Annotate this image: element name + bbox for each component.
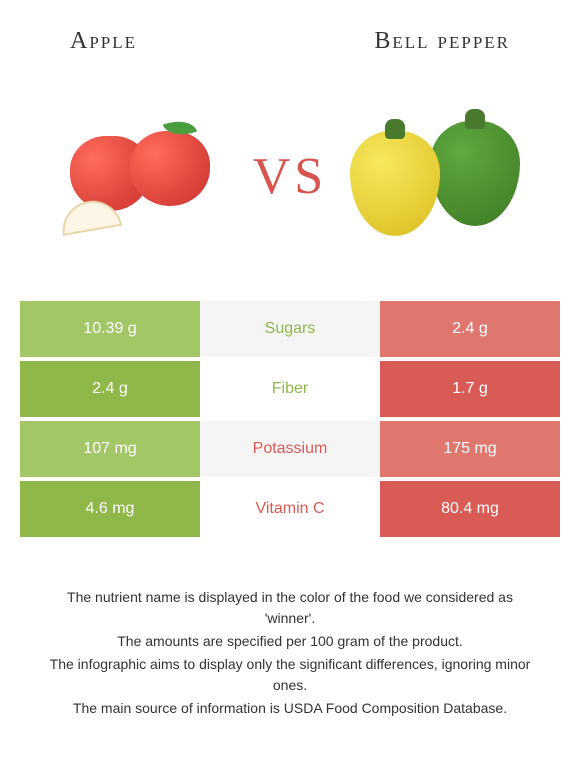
right-value: 2.4 g (380, 301, 560, 357)
left-value: 4.6 mg (20, 481, 200, 537)
footer-line: The main source of information is USDA F… (40, 698, 540, 719)
nutrient-label: Fiber (200, 361, 380, 417)
table-row: 107 mgPotassium175 mg (20, 421, 560, 477)
table-row: 4.6 mgVitamin C80.4 mg (20, 481, 560, 537)
infographic-container: Apple Bell pepper VS 10.39 gSugars2.4 g2… (0, 0, 580, 741)
images-row: VS (20, 91, 560, 261)
footer-line: The amounts are specified per 100 gram o… (40, 631, 540, 652)
footer-line: The infographic aims to display only the… (40, 654, 540, 696)
right-food-title: Bell pepper (374, 28, 510, 55)
apple-illustration (50, 101, 230, 251)
nutrient-label: Sugars (200, 301, 380, 357)
table-row: 10.39 gSugars2.4 g (20, 301, 560, 357)
left-value: 2.4 g (20, 361, 200, 417)
pepper-illustration (350, 101, 530, 251)
left-value: 107 mg (20, 421, 200, 477)
left-value: 10.39 g (20, 301, 200, 357)
nutrient-label: Potassium (200, 421, 380, 477)
comparison-table: 10.39 gSugars2.4 g2.4 gFiber1.7 g107 mgP… (20, 301, 560, 537)
nutrient-label: Vitamin C (200, 481, 380, 537)
left-food-title: Apple (70, 28, 137, 55)
titles-row: Apple Bell pepper (20, 28, 560, 55)
footer-line: The nutrient name is displayed in the co… (40, 587, 540, 629)
vs-label: VS (253, 147, 327, 206)
right-value: 175 mg (380, 421, 560, 477)
right-value: 1.7 g (380, 361, 560, 417)
right-value: 80.4 mg (380, 481, 560, 537)
footer-notes: The nutrient name is displayed in the co… (20, 587, 560, 719)
table-row: 2.4 gFiber1.7 g (20, 361, 560, 417)
